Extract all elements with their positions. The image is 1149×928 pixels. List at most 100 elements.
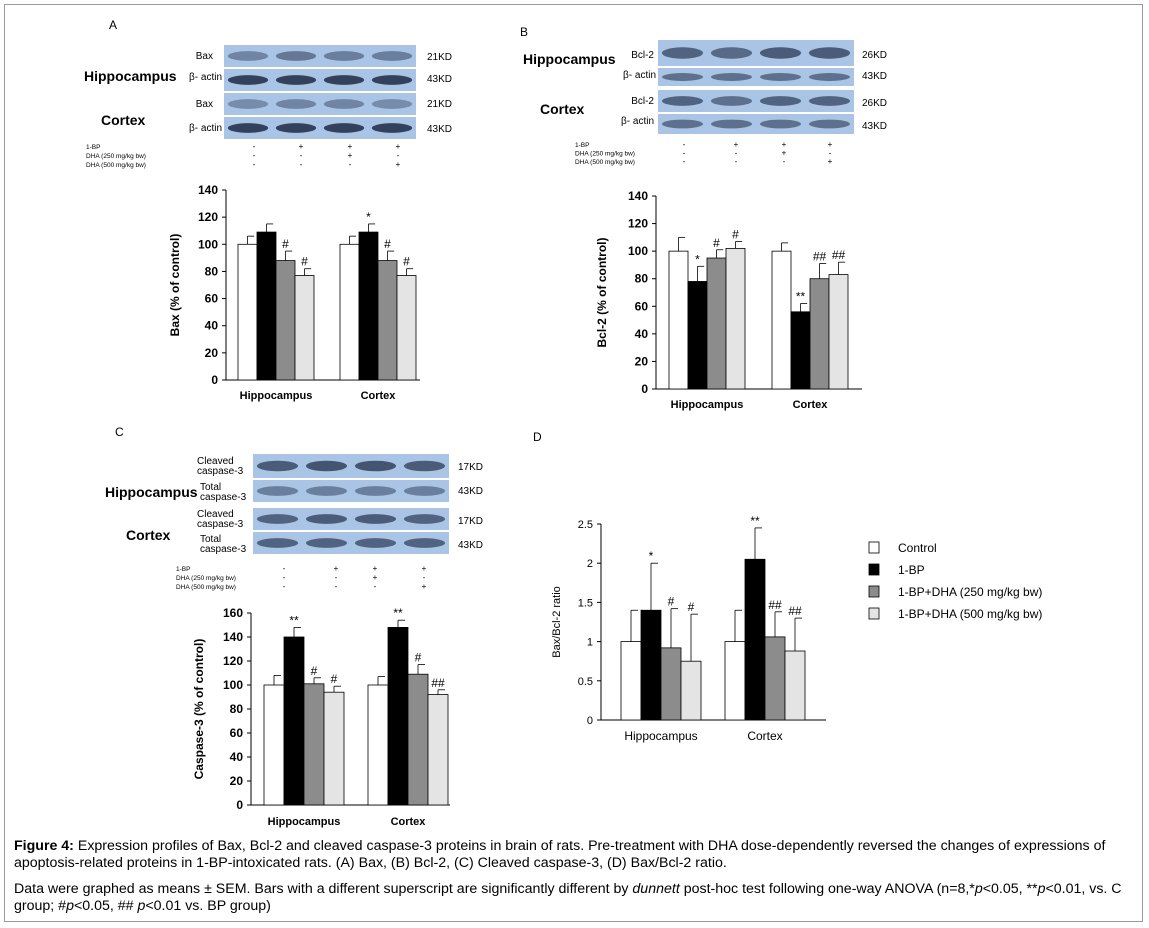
blot-strip [253, 532, 449, 554]
chart-C: 0 20 40 60 80 100 120 140 160 Caspase-3 (% of con… [192, 606, 450, 828]
bar [724, 641, 746, 721]
western-blot-c: Hippocampus Cortex 17KD 43KD 17KD 43KD [105, 462, 483, 551]
blot-band [710, 73, 753, 81]
blot-band [305, 486, 348, 496]
treatment-sign: - [253, 160, 256, 169]
blot-band [403, 538, 446, 548]
blot-background [224, 45, 416, 67]
significance-mark: # [384, 237, 391, 251]
blot-strip [224, 45, 416, 67]
blot-kd: 21KD [427, 99, 452, 110]
blot-band [371, 123, 413, 133]
blot-band [323, 51, 365, 61]
y-tick-label: 100 [223, 678, 243, 692]
legend-swatch [868, 541, 880, 554]
blot-band [371, 51, 413, 61]
blot-band [371, 75, 413, 85]
blot-band [661, 96, 704, 106]
blot-band [759, 119, 802, 129]
blot-background [253, 480, 449, 502]
blot-band [227, 75, 269, 85]
blot-band [354, 486, 397, 496]
significance-mark: # [403, 255, 410, 269]
chart-A: 0 20 40 60 80 100 120 140 Bax (% of control) # # Hi… [168, 183, 420, 402]
note-italic: p [137, 898, 146, 914]
significance-mark: # [688, 600, 695, 614]
region-label-cortex: Cortex [540, 101, 585, 117]
blot-strip [658, 90, 854, 112]
treatment-sign: + [334, 564, 339, 573]
y-tick-label: 160 [223, 606, 243, 620]
category-label: Hippocampus [268, 816, 341, 828]
treatment-sign: + [422, 564, 427, 573]
treatment-sign: - [253, 142, 256, 151]
bar [275, 260, 296, 381]
treatment-sign: + [348, 151, 353, 160]
bar [687, 281, 708, 390]
note-italic: p [66, 898, 74, 914]
bar [660, 647, 682, 721]
significance-mark: # [311, 664, 318, 678]
bar [377, 260, 398, 381]
treatment-sign: - [374, 582, 377, 591]
bar [294, 275, 315, 381]
blot-band [305, 538, 348, 548]
blot-band [808, 119, 851, 129]
blot-strip [224, 117, 416, 139]
western-blot-a: Hippocampus Cortex Bax β- actin Bax β- a… [84, 51, 452, 135]
legend-swatch [868, 607, 880, 620]
y-tick-label: 2.5 [578, 519, 593, 531]
blot-label: β- actin [189, 123, 222, 134]
blot-label: Cleaved caspase-3 [197, 456, 244, 477]
blot-band [305, 460, 348, 472]
treatment-label: 1-BP [86, 144, 100, 151]
treatment-label: DHA (500 mg/kg bw) [176, 584, 236, 591]
blot-label: β- actin [621, 116, 654, 127]
y-tick-label: 120 [198, 210, 218, 224]
blot-band [256, 538, 299, 548]
bar [764, 636, 786, 721]
chart-B: 0 20 40 60 80 100 120 140 Bcl-2 (% of control) * #… [595, 189, 862, 411]
treatment-sign: - [349, 160, 352, 169]
treatment-sign: - [683, 157, 686, 166]
blot-label: Total caspase-3 [200, 534, 247, 555]
treatment-sign: - [300, 160, 303, 169]
blot-kd: 43KD [862, 121, 887, 132]
bar [396, 275, 417, 381]
treatment-sign: + [373, 564, 378, 573]
treatment-sign: - [300, 151, 303, 160]
treatment-sign: - [423, 573, 426, 582]
significance-mark: # [331, 672, 338, 686]
blot-kd: 43KD [458, 540, 483, 551]
blot-band [710, 47, 753, 59]
region-label-hippocampus: Hippocampus [523, 51, 616, 67]
legend-label: Control [898, 541, 937, 555]
significance-mark: * [649, 549, 654, 563]
blot-background [224, 69, 416, 91]
category-label: Cortex [793, 399, 829, 411]
significance-mark: ** [393, 606, 403, 620]
blot-band [808, 73, 851, 81]
panel-letter-d: D [533, 430, 542, 444]
significance-mark: # [415, 651, 422, 665]
category-label: Cortex [747, 729, 782, 743]
blot-background [658, 114, 854, 134]
bar [237, 243, 258, 381]
y-tick-label: 140 [223, 630, 243, 644]
treatment-label: 1-BP [575, 142, 589, 149]
region-label-hippocampus: Hippocampus [84, 68, 177, 84]
blot-band [354, 538, 397, 548]
bar [744, 558, 766, 721]
blot-label: Bax [196, 51, 213, 62]
blot-band [275, 99, 317, 109]
treatment-sign: - [335, 573, 338, 582]
y-axis-label: Bcl-2 (% of control) [595, 237, 609, 347]
category-label: Cortex [361, 390, 397, 402]
blot-band [275, 75, 317, 85]
blot-label: Cleaved caspase-3 [197, 509, 244, 530]
note-italic: dunnett [632, 881, 680, 897]
blot-band [710, 119, 753, 129]
blot-label: β- actin [189, 72, 222, 83]
